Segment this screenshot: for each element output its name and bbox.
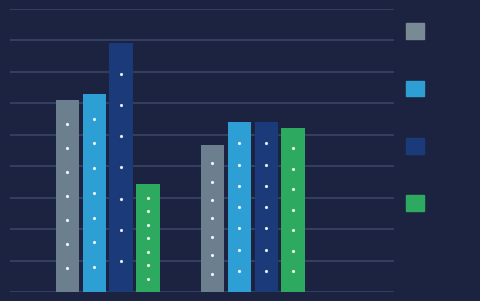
Bar bbox=[201, 145, 224, 292]
Bar bbox=[254, 122, 278, 292]
Bar bbox=[281, 128, 305, 292]
Bar bbox=[228, 122, 251, 292]
Bar bbox=[109, 43, 133, 292]
Bar bbox=[136, 185, 160, 292]
Bar bbox=[56, 100, 79, 292]
Bar bbox=[83, 94, 106, 292]
